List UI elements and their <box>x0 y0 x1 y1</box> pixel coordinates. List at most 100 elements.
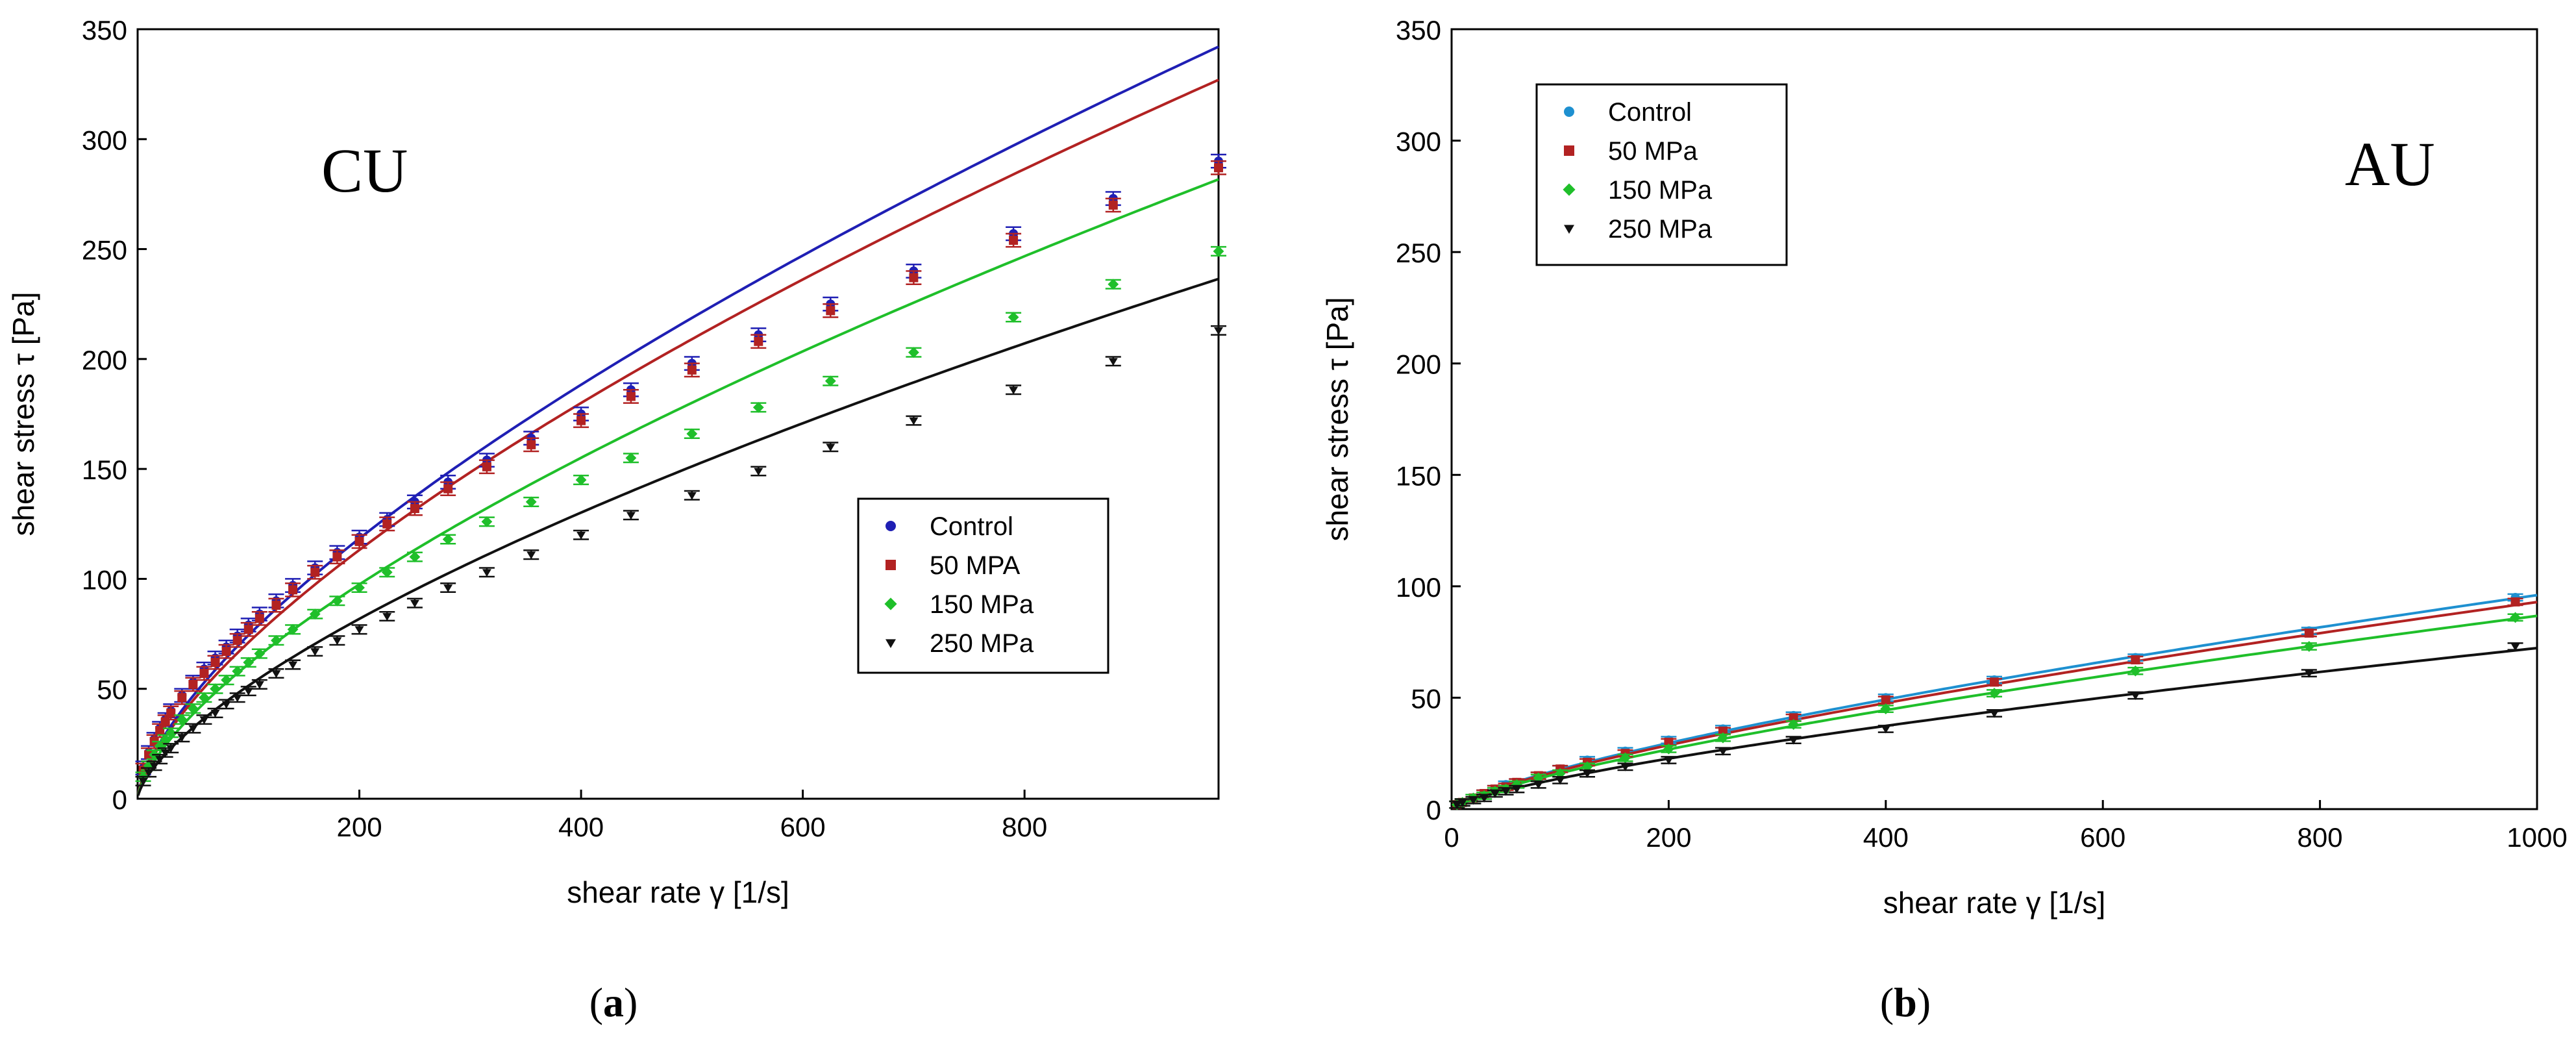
y-axis-label-a: shear stress τ [Pa] <box>6 292 40 536</box>
data-point <box>526 551 536 560</box>
data-point <box>332 552 342 562</box>
legend-entry: Control <box>1564 98 1692 127</box>
fit-curve-250-mpa <box>1451 647 2538 810</box>
x-axis-ticks-b: 0 200 400 600 800 1000 <box>1444 800 2568 853</box>
legend-entry: 250 MPa <box>886 629 1034 658</box>
legend-label: 50 MPa <box>1608 137 1698 166</box>
data-point <box>271 670 281 679</box>
data-point <box>443 584 453 592</box>
data-point <box>155 726 165 736</box>
fit-curve-control <box>136 45 1219 795</box>
data-point <box>686 428 698 440</box>
data-point <box>1108 279 1119 290</box>
data-point <box>221 674 232 686</box>
data-point <box>232 666 243 677</box>
data-point <box>1663 743 1674 755</box>
data-point <box>1880 703 1892 714</box>
data-point <box>1533 772 1544 784</box>
legend-label: 150 MPa <box>1608 176 1713 205</box>
data-point <box>1620 752 1631 764</box>
panel-label-b: (b) <box>1880 979 1931 1025</box>
data-point <box>754 468 763 476</box>
data-point <box>210 710 220 718</box>
data-point <box>482 462 491 471</box>
data-point <box>687 365 697 375</box>
plot-frame-a <box>136 28 1220 800</box>
y-tick-label: 100 <box>1396 572 1441 603</box>
plot-frame-b <box>1450 28 2538 810</box>
data-point <box>687 492 697 500</box>
data-point <box>382 613 392 621</box>
data-point <box>149 762 159 771</box>
data-point <box>243 657 254 668</box>
legend-box <box>1535 83 1788 266</box>
data-point <box>1009 386 1019 395</box>
data-point <box>1718 747 1728 756</box>
legend-a: Control 50 MPA 150 MPa 250 MPa <box>857 497 1109 674</box>
data-point <box>1718 726 1728 736</box>
data-point <box>154 740 166 752</box>
data-point <box>1581 761 1593 773</box>
data-point <box>254 614 264 623</box>
x-tick-label: 400 <box>558 812 604 842</box>
data-point <box>2510 643 2520 651</box>
data-point <box>1881 725 1890 734</box>
panel-a: 0 50 100 150 200 250 300 350 200 400 600 800 CU sh… <box>6 15 1226 1025</box>
fit-curve-50-mpa <box>1451 601 2538 810</box>
data-point <box>1555 777 1565 785</box>
panel-label-b-close: ) <box>1917 979 1931 1025</box>
data-point <box>826 444 836 452</box>
fit-curve-50-mpa <box>136 79 1219 795</box>
y-tick-label: 150 <box>82 455 127 485</box>
data-point <box>271 634 282 646</box>
data-point <box>166 708 176 718</box>
data-point <box>221 647 231 657</box>
data-point <box>199 669 209 679</box>
fit-curve-150-mpa <box>136 178 1219 795</box>
panel-label-b-letter: b <box>1894 979 1917 1025</box>
data-point <box>1789 736 1798 745</box>
data-point <box>1480 794 1489 803</box>
data-point <box>1108 358 1118 366</box>
data-point <box>482 569 491 577</box>
panel-label-a-letter: a <box>603 979 624 1025</box>
data-point <box>575 474 587 486</box>
series-50-mpa <box>135 160 1226 778</box>
data-point <box>1457 799 1467 807</box>
y-tick-label: 0 <box>1426 795 1441 825</box>
legend-marker <box>1564 225 1574 234</box>
legend-entry: 150 MPa <box>884 590 1034 619</box>
legend-label: 50 MPA <box>930 551 1021 580</box>
legend-label: 250 MPa <box>930 629 1034 658</box>
data-point <box>443 484 453 494</box>
data-point <box>221 701 231 709</box>
y-tick-label: 250 <box>82 235 127 266</box>
fit-curves-b <box>1451 594 2538 810</box>
x-tick-label: 400 <box>1863 822 1909 853</box>
data-point <box>232 694 242 703</box>
data-point <box>1789 713 1798 723</box>
data-point <box>1583 770 1592 779</box>
fit-curve-250-mpa <box>136 277 1219 796</box>
panel-label-a-close: ) <box>624 979 638 1025</box>
series-50-mpa <box>1449 597 2523 810</box>
data-point <box>243 625 253 634</box>
series-150-mpa <box>135 245 1226 782</box>
data-point <box>909 417 919 425</box>
y-tick-label: 350 <box>82 15 127 45</box>
data-point <box>409 551 421 562</box>
data-point <box>210 658 220 668</box>
legend-marker <box>1564 106 1574 117</box>
legend-entry: 250 MPa <box>1564 215 1713 244</box>
data-point <box>1213 245 1224 257</box>
data-point <box>310 568 320 577</box>
x-tick-label: 1000 <box>2507 822 2567 853</box>
legend-label: Control <box>1608 98 1692 127</box>
data-point <box>254 648 266 659</box>
data-point <box>576 416 586 425</box>
x-tick-label: 600 <box>2080 822 2125 853</box>
data-point <box>1009 236 1019 245</box>
data-point <box>210 683 221 695</box>
data-point <box>1512 786 1522 794</box>
